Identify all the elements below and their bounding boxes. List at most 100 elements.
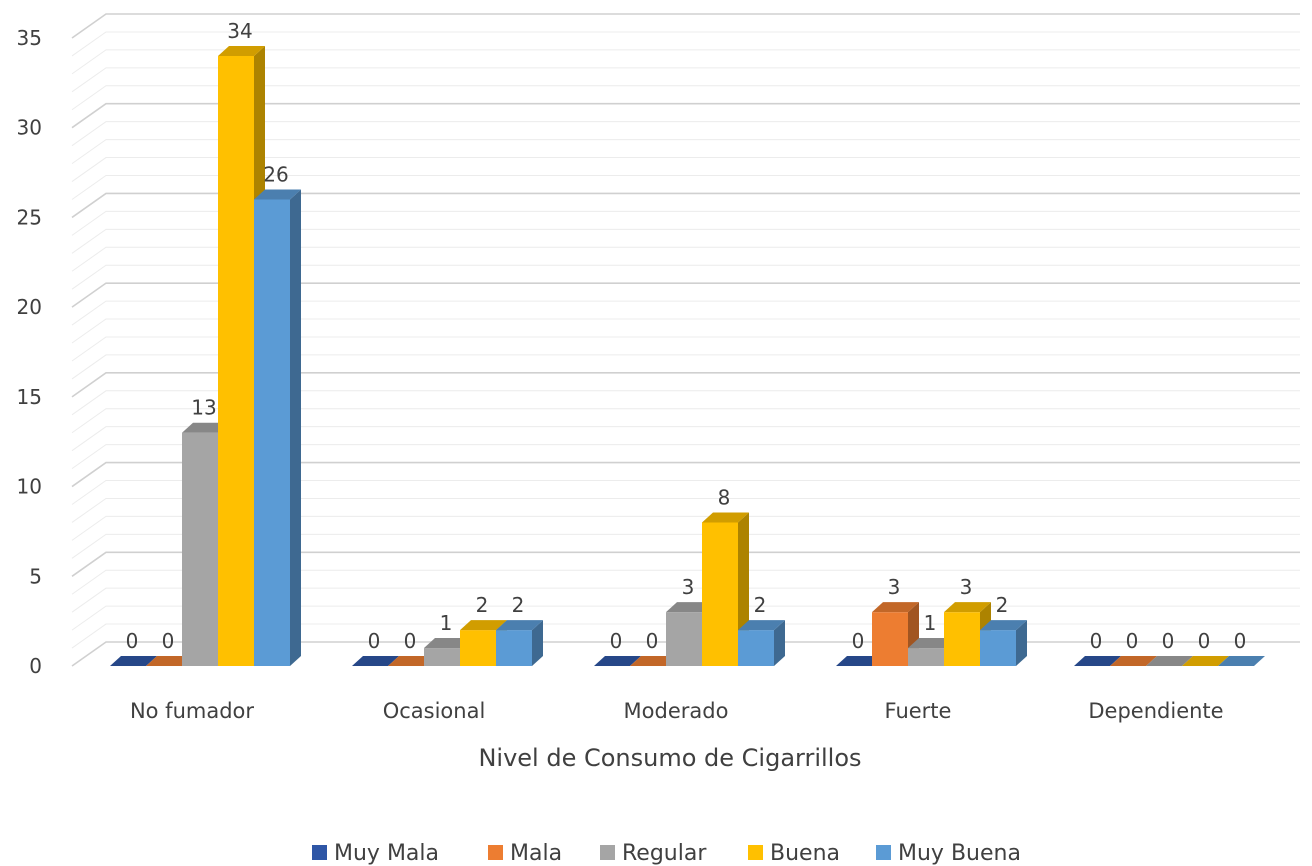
data-label: 8 [718,485,731,509]
bar-top [908,638,955,649]
bar-top [424,638,471,649]
bar-top [182,422,229,433]
bar [460,630,496,666]
bar-top [1218,656,1265,666]
data-label: 0 [646,629,659,653]
data-label: 2 [996,593,1009,617]
legend-swatch [748,845,763,860]
data-label: 0 [368,629,381,653]
minor-gridline [71,246,1300,272]
minor-gridline [71,49,1300,75]
minor-gridline [71,426,1300,452]
bar [496,630,532,666]
bar-side [290,189,301,666]
bar-top [1110,656,1157,666]
minor-gridline [71,264,1300,290]
minor-gridline [71,587,1300,613]
data-label: 2 [476,593,489,617]
major-gridline [71,282,1300,308]
y-tick-label: 15 [17,385,42,409]
data-label: 0 [1126,629,1139,653]
bar-top [1146,656,1193,666]
minor-gridline [71,497,1300,523]
minor-gridline [71,67,1300,93]
minor-gridline [71,533,1300,559]
legend-swatch [488,845,503,860]
y-tick-label: 5 [29,564,42,588]
data-label: 0 [1162,629,1175,653]
bar-top [836,656,883,666]
bar-top [352,656,399,666]
bar [218,55,254,666]
legend-label: Muy Buena [898,841,1021,866]
minor-gridline [71,354,1300,380]
bar [944,612,980,666]
minor-gridline [71,515,1300,541]
legend-label: Buena [770,841,840,866]
legend-label: Regular [622,841,707,866]
data-label: 3 [682,575,695,599]
major-gridline [71,102,1300,129]
minor-gridline [71,228,1300,254]
data-label: 13 [191,396,216,420]
bar-top [1074,656,1121,666]
bar-top [496,620,543,631]
minor-gridline [71,444,1300,470]
bar-top [702,512,749,523]
data-label: 0 [126,629,139,653]
minor-gridline [71,569,1300,595]
y-tick-label: 10 [17,475,42,499]
bars [110,45,1265,667]
legend-label: Muy Mala [334,841,439,866]
bar [254,199,290,666]
data-label: 0 [404,629,417,653]
minor-gridline [71,85,1300,111]
data-label: 26 [263,162,288,186]
bar-top [666,602,713,613]
major-gridline [71,461,1300,488]
data-label: 3 [888,575,901,599]
legend-label: Mala [510,841,562,866]
bar-top [872,602,919,613]
bar [908,648,944,666]
major-gridline [71,13,1300,39]
bar-top [1182,656,1229,666]
bar [702,522,738,666]
minor-gridline [71,300,1300,326]
bar [738,630,774,666]
bar-side [1016,620,1027,666]
x-category-label: No fumador [130,699,254,723]
legend-swatch [312,845,327,860]
minor-gridline [71,390,1300,416]
y-axis-ticks: 0 5 10 15 20 25 30 35 [17,26,42,678]
data-label: 0 [1234,629,1247,653]
bar-top [944,602,991,613]
bar-side [532,620,543,666]
bar [182,432,218,666]
gridlines [71,13,1300,667]
bar-side [774,620,785,666]
bar [424,648,460,666]
data-label: 34 [227,19,252,43]
minor-gridline [71,336,1300,362]
x-axis-categories: No fumador Ocasional Moderado Fuerte Dependi… [130,699,1224,723]
data-label: 1 [924,611,937,635]
minor-gridline [71,31,1300,57]
bar [980,630,1016,666]
x-axis-title: Nivel de Consumo de Cigarrillos [478,744,861,772]
y-tick-label: 20 [17,295,42,319]
bar-top [594,656,641,666]
x-category-label: Fuerte [885,699,952,723]
bar-top [146,656,193,666]
bar-top [388,656,435,666]
bar [872,612,908,666]
minor-gridline [71,408,1300,434]
y-tick-label: 30 [17,116,42,140]
data-label: 2 [512,593,525,617]
bar-top [460,620,507,631]
bar-top [110,656,157,666]
x-category-label: Ocasional [383,699,486,723]
